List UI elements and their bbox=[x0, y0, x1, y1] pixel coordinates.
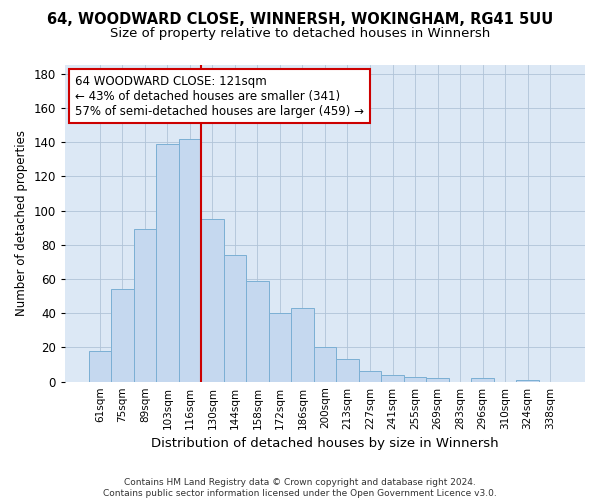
X-axis label: Distribution of detached houses by size in Winnersh: Distribution of detached houses by size … bbox=[151, 437, 499, 450]
Bar bbox=[336, 360, 359, 382]
Y-axis label: Number of detached properties: Number of detached properties bbox=[15, 130, 28, 316]
Bar bbox=[224, 255, 246, 382]
Bar bbox=[472, 378, 494, 382]
Bar bbox=[134, 230, 156, 382]
Bar bbox=[201, 219, 224, 382]
Bar bbox=[246, 280, 269, 382]
Bar bbox=[291, 308, 314, 382]
Bar bbox=[359, 372, 381, 382]
Text: 64, WOODWARD CLOSE, WINNERSH, WOKINGHAM, RG41 5UU: 64, WOODWARD CLOSE, WINNERSH, WOKINGHAM,… bbox=[47, 12, 553, 28]
Bar bbox=[426, 378, 449, 382]
Bar bbox=[111, 289, 134, 382]
Bar bbox=[179, 138, 201, 382]
Text: 64 WOODWARD CLOSE: 121sqm
← 43% of detached houses are smaller (341)
57% of semi: 64 WOODWARD CLOSE: 121sqm ← 43% of detac… bbox=[76, 74, 364, 118]
Bar bbox=[269, 313, 291, 382]
Text: Size of property relative to detached houses in Winnersh: Size of property relative to detached ho… bbox=[110, 28, 490, 40]
Bar bbox=[89, 351, 111, 382]
Bar bbox=[156, 144, 179, 382]
Bar bbox=[517, 380, 539, 382]
Bar bbox=[404, 376, 426, 382]
Text: Contains HM Land Registry data © Crown copyright and database right 2024.
Contai: Contains HM Land Registry data © Crown c… bbox=[103, 478, 497, 498]
Bar bbox=[314, 348, 336, 382]
Bar bbox=[381, 375, 404, 382]
